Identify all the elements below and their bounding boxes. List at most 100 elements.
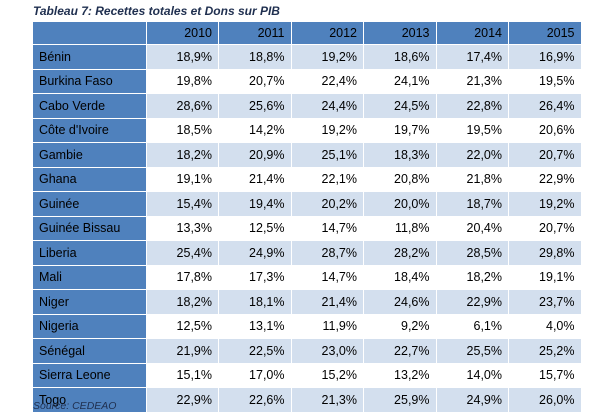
value-cell: 22,1% <box>291 167 364 192</box>
country-cell: Liberia <box>33 240 147 266</box>
country-cell: Cabo Verde <box>33 93 147 119</box>
year-header: 2015 <box>508 22 582 45</box>
country-cell: Nigeria <box>33 314 147 339</box>
table-row: Guinée 15,4% 19,4% 20,2% 20,0% 18,7% 19,2% <box>33 191 582 217</box>
country-cell: Guinée Bissau <box>33 216 147 241</box>
value-cell: 23,7% <box>508 289 582 315</box>
table-body: Bénin 18,9% 18,8% 19,2% 18,6% 17,4% 16,9% Burki… <box>33 44 582 413</box>
table-row: Bénin 18,9% 18,8% 19,2% 18,6% 17,4% 16,9% <box>33 44 582 70</box>
value-cell: 22,4% <box>291 69 364 94</box>
value-cell: 13,2% <box>363 363 437 388</box>
table-row: Gambie 18,2% 20,9% 25,1% 18,3% 22,0% 20,7% <box>33 142 582 168</box>
value-cell: 21,8% <box>436 167 509 192</box>
country-cell: Guinée <box>33 191 147 217</box>
value-cell: 19,2% <box>291 118 364 143</box>
value-cell: 25,9% <box>363 387 437 413</box>
value-cell: 17,0% <box>218 363 292 388</box>
value-cell: 19,1% <box>508 265 582 290</box>
country-cell: Mali <box>33 265 147 290</box>
value-cell: 18,9% <box>146 44 219 70</box>
value-cell: 29,8% <box>508 240 582 266</box>
value-cell: 22,8% <box>436 93 509 119</box>
value-cell: 28,5% <box>436 240 509 266</box>
value-cell: 20,7% <box>508 142 582 168</box>
value-cell: 13,3% <box>146 216 219 241</box>
table-caption: Tableau 7: Recettes totales et Dons sur … <box>33 4 280 18</box>
table-row: Sénégal 21,9% 22,5% 23,0% 22,7% 25,5% 25,2% <box>33 338 582 364</box>
value-cell: 28,7% <box>291 240 364 266</box>
table-row: Togo 22,9% 22,6% 21,3% 25,9% 24,9% 26,0% <box>33 387 582 413</box>
year-header: 2014 <box>436 22 509 45</box>
value-cell: 18,7% <box>436 191 509 217</box>
value-cell: 13,1% <box>218 314 292 339</box>
header-row: 2010 2011 2012 2013 2014 2015 <box>33 22 582 45</box>
table-row: Mali 17,8% 17,3% 14,7% 18,4% 18,2% 19,1% <box>33 265 582 290</box>
value-cell: 19,2% <box>291 44 364 70</box>
value-cell: 17,3% <box>218 265 292 290</box>
value-cell: 21,3% <box>436 69 509 94</box>
value-cell: 19,8% <box>146 69 219 94</box>
value-cell: 19,1% <box>146 167 219 192</box>
value-cell: 28,6% <box>146 93 219 119</box>
value-cell: 21,3% <box>291 387 364 413</box>
value-cell: 22,9% <box>146 387 219 413</box>
value-cell: 21,9% <box>146 338 219 364</box>
value-cell: 19,4% <box>218 191 292 217</box>
table-row: Burkina Faso 19,8% 20,7% 22,4% 24,1% 21,3% 19,… <box>33 69 582 94</box>
value-cell: 9,2% <box>363 314 437 339</box>
value-cell: 19,5% <box>508 69 582 94</box>
value-cell: 22,6% <box>218 387 292 413</box>
value-cell: 14,7% <box>291 216 364 241</box>
value-cell: 25,6% <box>218 93 292 119</box>
value-cell: 28,2% <box>363 240 437 266</box>
value-cell: 20,6% <box>508 118 582 143</box>
value-cell: 20,7% <box>218 69 292 94</box>
value-cell: 24,6% <box>363 289 437 315</box>
source-note: Source: CEDEAO <box>33 400 117 412</box>
value-cell: 11,8% <box>363 216 437 241</box>
country-cell: Gambie <box>33 142 147 168</box>
table-row: Cabo Verde 28,6% 25,6% 24,4% 24,5% 22,8% 26,4% <box>33 93 582 119</box>
value-cell: 22,5% <box>218 338 292 364</box>
value-cell: 4,0% <box>508 314 582 339</box>
value-cell: 18,5% <box>146 118 219 143</box>
country-cell: Burkina Faso <box>33 69 147 94</box>
country-cell: Sénégal <box>33 338 147 364</box>
value-cell: 24,9% <box>218 240 292 266</box>
value-cell: 16,9% <box>508 44 582 70</box>
value-cell: 19,2% <box>508 191 582 217</box>
value-cell: 24,5% <box>363 93 437 119</box>
value-cell: 18,2% <box>436 265 509 290</box>
table-row: Nigeria 12,5% 13,1% 11,9% 9,2% 6,1% 4,0% <box>33 314 582 339</box>
table-row: Ghana 19,1% 21,4% 22,1% 20,8% 21,8% 22,9% <box>33 167 582 192</box>
value-cell: 20,4% <box>436 216 509 241</box>
country-cell: Niger <box>33 289 147 315</box>
value-cell: 22,7% <box>363 338 437 364</box>
value-cell: 18,1% <box>218 289 292 315</box>
value-cell: 25,4% <box>146 240 219 266</box>
value-cell: 14,0% <box>436 363 509 388</box>
value-cell: 18,3% <box>363 142 437 168</box>
value-cell: 20,2% <box>291 191 364 217</box>
year-header: 2012 <box>291 22 364 45</box>
value-cell: 21,4% <box>218 167 292 192</box>
value-cell: 15,7% <box>508 363 582 388</box>
value-cell: 24,1% <box>363 69 437 94</box>
year-header: 2011 <box>218 22 292 45</box>
value-cell: 14,7% <box>291 265 364 290</box>
value-cell: 21,4% <box>291 289 364 315</box>
value-cell: 24,9% <box>436 387 509 413</box>
value-cell: 19,5% <box>436 118 509 143</box>
table-row: Côte d'Ivoire 18,5% 14,2% 19,2% 19,7% 19,5% 20… <box>33 118 582 143</box>
value-cell: 22,9% <box>508 167 582 192</box>
value-cell: 15,1% <box>146 363 219 388</box>
value-cell: 26,0% <box>508 387 582 413</box>
value-cell: 15,2% <box>291 363 364 388</box>
value-cell: 15,4% <box>146 191 219 217</box>
header-corner <box>33 22 147 45</box>
country-cell: Sierra Leone <box>33 363 147 388</box>
country-cell: Bénin <box>33 44 147 70</box>
value-cell: 17,4% <box>436 44 509 70</box>
value-cell: 14,2% <box>218 118 292 143</box>
value-cell: 26,4% <box>508 93 582 119</box>
